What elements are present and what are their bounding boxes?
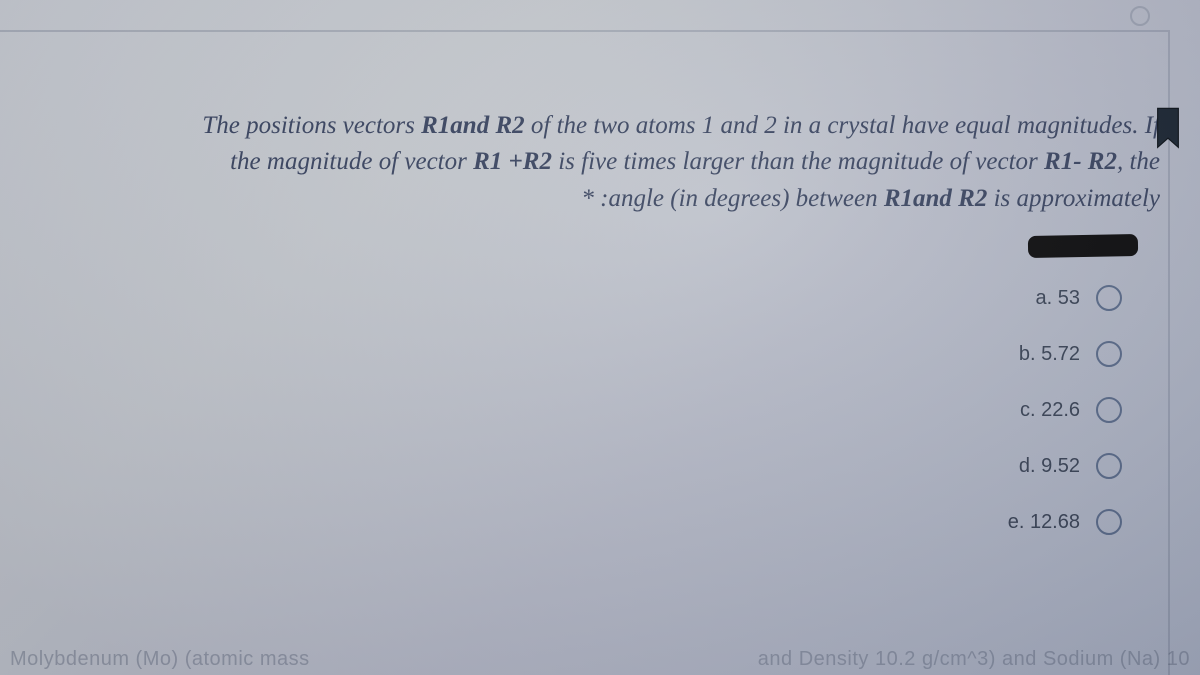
- options-group: a. 53 b. 5.72 c. 22.6 d. 9.52 e. 12.68: [1008, 285, 1122, 535]
- q-line3-text: angle (in degrees) between: [608, 185, 883, 212]
- radio-b[interactable]: [1096, 341, 1122, 367]
- option-a[interactable]: a. 53: [1036, 285, 1122, 311]
- option-c-label: c. 22.6: [1020, 399, 1080, 422]
- redaction-mark: [1028, 234, 1138, 258]
- radio-c[interactable]: [1096, 397, 1122, 423]
- q-line2-mid: is five times larger than the magnitude …: [552, 148, 1044, 175]
- q-r1andr2b: R1and R2: [884, 185, 988, 212]
- option-b[interactable]: b. 5.72: [1019, 341, 1122, 367]
- option-a-label: a. 53: [1036, 287, 1080, 310]
- scroll-indicator: [1130, 6, 1150, 26]
- option-e[interactable]: e. 12.68: [1008, 509, 1122, 535]
- q-line2-pre: the magnitude of vector: [230, 148, 473, 175]
- radio-e[interactable]: [1096, 509, 1122, 535]
- q-line2-post: , the: [1117, 148, 1160, 175]
- question-text: The positions vectors R1and R2 of the tw…: [8, 108, 1160, 217]
- option-c[interactable]: c. 22.6: [1020, 397, 1122, 423]
- q-line3-star: * :: [581, 185, 608, 212]
- q-line1-pre: The positions vectors: [202, 112, 421, 139]
- option-e-label: e. 12.68: [1008, 511, 1080, 534]
- q-r1plusr2: R1 +R2: [473, 148, 552, 175]
- footer-left: Molybdenum (Mo) (atomic mass: [10, 648, 310, 671]
- option-b-label: b. 5.72: [1019, 343, 1080, 366]
- q-r1minusr2: R1- R2: [1044, 148, 1117, 175]
- q-r1and: R1and R2: [421, 112, 525, 139]
- radio-a[interactable]: [1096, 285, 1122, 311]
- radio-d[interactable]: [1096, 453, 1122, 479]
- bookmark-icon[interactable]: [1154, 106, 1182, 152]
- next-question-cutoff: Molybdenum (Mo) (atomic mass and Density…: [10, 648, 1190, 671]
- option-d[interactable]: d. 9.52: [1019, 453, 1122, 479]
- footer-right: and Density 10.2 g/cm^3) and Sodium (Na)…: [758, 648, 1190, 671]
- option-d-label: d. 9.52: [1019, 455, 1080, 478]
- q-line3-post: is approximately: [987, 185, 1160, 212]
- q-line1-post: of the two atoms 1 and 2 in a crystal ha…: [525, 112, 1160, 139]
